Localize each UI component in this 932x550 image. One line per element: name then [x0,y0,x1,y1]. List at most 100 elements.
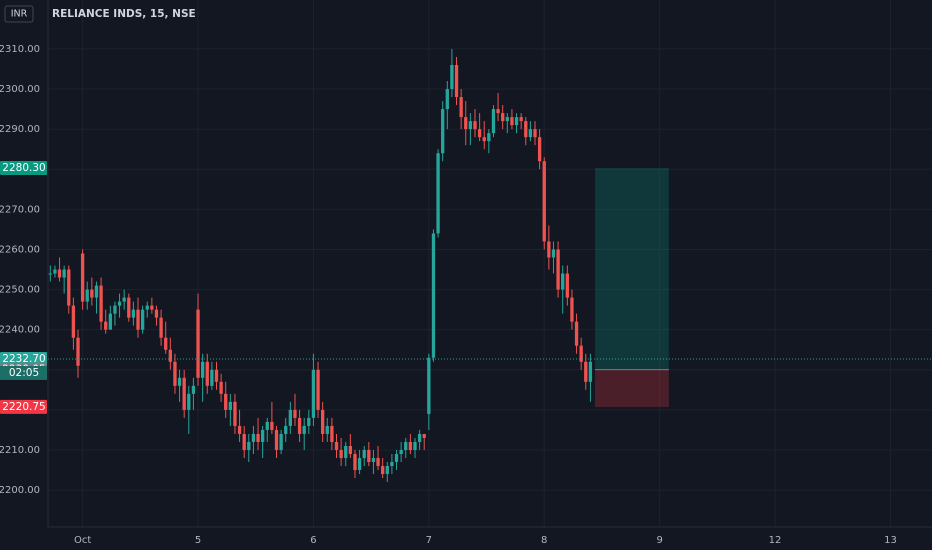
candle-body [136,309,140,330]
candle-body [565,273,569,298]
candle-body [399,449,403,455]
candle-body [321,409,325,434]
candle-body [588,361,593,382]
y-tick-label: 2200.00 [0,485,40,496]
candle-body [325,425,329,434]
candle-body [173,361,177,386]
candle-body [302,425,306,434]
candle-body [537,137,542,162]
candle-body [242,433,246,450]
profit-zone [595,168,669,370]
candle-body [224,393,228,410]
candle-body [547,241,551,258]
candle-body [71,305,76,338]
candle-body [367,449,371,463]
candle-body [454,64,459,98]
candle-body [293,409,297,418]
candle-body [85,289,89,302]
candle-body [53,269,57,274]
candle-body [196,309,200,378]
y-tick-label: 2240.00 [0,325,40,336]
candle-body [501,113,505,122]
candle-body [570,297,574,322]
candle-body [251,433,256,442]
candle-body [122,297,126,302]
candle-body [274,429,279,450]
candle-body [113,305,117,314]
candle-body [228,401,233,410]
candle-body [182,377,186,410]
price-tag-label: 2220.75 [2,401,45,413]
candle-body [205,361,209,386]
x-tick-label: 7 [426,535,432,546]
candle-body [464,117,468,130]
candle-body [200,361,205,378]
countdown-tag [0,365,47,380]
candle-body [279,433,283,450]
candle-body [127,297,131,318]
x-tick-label: 6 [310,535,316,546]
candle-body [357,458,362,471]
candle-body [62,269,66,278]
candle-body [482,137,486,142]
candle-body [297,417,302,434]
candle-body [187,393,191,410]
candle-body [450,64,454,90]
candle-body [159,317,163,338]
currency-badge[interactable] [4,5,34,23]
candle-body [80,253,85,302]
candle-body [408,441,413,450]
candle-body [316,369,320,410]
candle-body [422,433,426,438]
candle-body [390,462,394,467]
candle-body [533,129,537,138]
candle-body [542,161,546,242]
candle-body [371,458,376,463]
candle-body [288,409,293,426]
candle-body [311,369,316,418]
candle-body [247,441,251,450]
x-tick-label: 8 [541,535,547,546]
candle-body [94,285,99,298]
currency-label[interactable]: INR [11,9,28,20]
candle-body [90,289,94,298]
candle-body [376,458,380,467]
y-tick-label: 2210.00 [0,445,40,456]
candle-body [99,285,103,322]
candle-body [468,121,473,130]
chart-title: RELIANCE INDS, 15, NSE [52,8,196,20]
candle-body [67,269,71,306]
candle-body [584,361,588,382]
x-tick-label: 13 [884,535,897,546]
price-tag [0,161,47,176]
candle-body [219,381,223,394]
y-tick-label: 2260.00 [0,244,40,255]
candle-body [561,273,565,290]
candle-body [48,273,52,275]
candle-body [473,121,477,130]
candle-body [491,109,496,134]
candle-body [348,445,353,455]
candle-body [265,421,269,430]
candle-body [441,109,445,154]
candle-body [57,269,62,278]
candle-body [477,129,482,138]
candle-body [233,401,237,426]
candle-body [307,417,311,426]
candle-body [214,369,219,382]
candle-body [284,425,288,434]
candle-body [524,121,528,138]
candle-body [210,369,214,386]
candle-body [237,425,242,434]
candle-body [431,233,436,358]
candle-body [154,309,159,318]
candle-body [394,454,399,463]
candle-body [551,249,556,258]
price-tag-label: 2280.30 [2,162,45,174]
candle-body [417,433,422,442]
price-tag [0,399,47,414]
loss-zone [595,369,669,407]
candle-body [353,454,357,471]
